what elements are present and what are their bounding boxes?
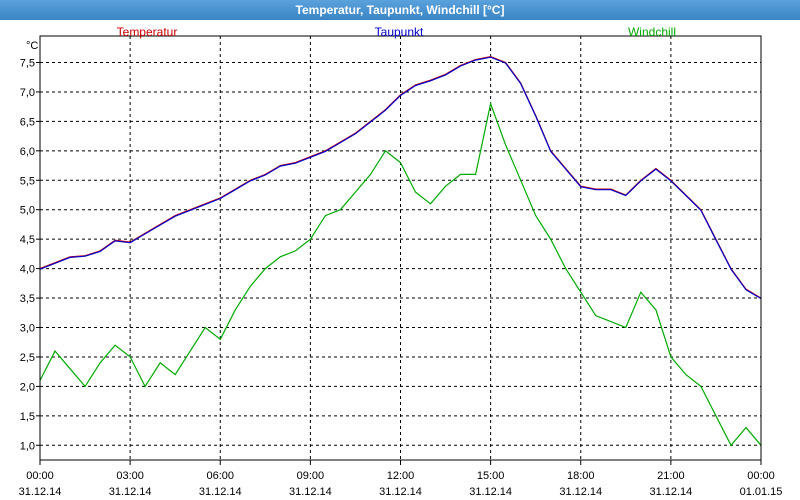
y-tick-label: 5,0 [20,205,35,217]
y-tick-label: 2,5 [20,352,35,364]
series-line-windchill [39,101,762,447]
y-axis-unit: °C [26,40,38,52]
series-line-taupunkt [39,56,762,300]
x-tick-date: 31.12.14 [649,486,692,498]
x-tick-date: 31.12.14 [109,486,152,498]
y-tick-label: 2,0 [20,381,35,393]
legend-windchill: Windchill [628,25,676,39]
y-tick-label: 7,0 [20,87,35,99]
line-chart: 1,0 1,5 2,0 2,5 3,0 3,5 4,0 4,5 5,0 5,5 6,0 6,5 7,0 7… [19,25,783,498]
x-tick-date: 31.12.14 [379,486,422,498]
series-lines [39,55,762,447]
x-tick-time: 18:00 [567,470,595,482]
x-tick-time: 00:00 [26,470,54,482]
y-tick-label: 4,0 [20,264,35,276]
y-tick-label: 4,5 [20,234,35,246]
y-tick-label: 5,5 [20,175,35,187]
x-tick-time: 09:00 [297,470,325,482]
x-tick-date: 01.01.15 [740,486,783,498]
plot-frame [39,35,762,461]
x-tick-time: 21:00 [657,470,685,482]
y-tick-label: 6,5 [20,116,35,128]
x-tick-date: 31.12.14 [19,486,62,498]
x-tick-time: 00:00 [747,470,775,482]
legend-temperatur: Temperatur [117,25,178,39]
x-tick-time: 03:00 [116,470,144,482]
x-tick-date: 31.12.14 [199,486,242,498]
x-tick-date: 31.12.14 [559,486,602,498]
x-tick-time: 12:00 [387,470,415,482]
axes: 1,0 1,5 2,0 2,5 3,0 3,5 4,0 4,5 5,0 5,5 6,0 6,5 7,0 7… [19,35,783,498]
y-tick-label: 6,0 [20,146,35,158]
y-tick-label: 3,5 [20,293,35,305]
x-tick-date: 31.12.14 [469,486,512,498]
x-tick-date: 31.12.14 [289,486,332,498]
legend-taupunkt: Taupunkt [375,25,424,39]
x-tick-time: 06:00 [206,470,234,482]
y-tick-label: 1,0 [20,440,35,452]
y-tick-label: 1,5 [20,411,35,423]
y-tick-label: 3,0 [20,323,35,335]
x-tick-time: 15:00 [477,470,505,482]
legend: Temperatur Taupunkt Windchill [117,25,676,39]
grid [40,36,761,460]
window-title: Temperatur, Taupunkt, Windchill [°C] [0,0,800,20]
y-tick-label: 7,5 [20,58,35,70]
